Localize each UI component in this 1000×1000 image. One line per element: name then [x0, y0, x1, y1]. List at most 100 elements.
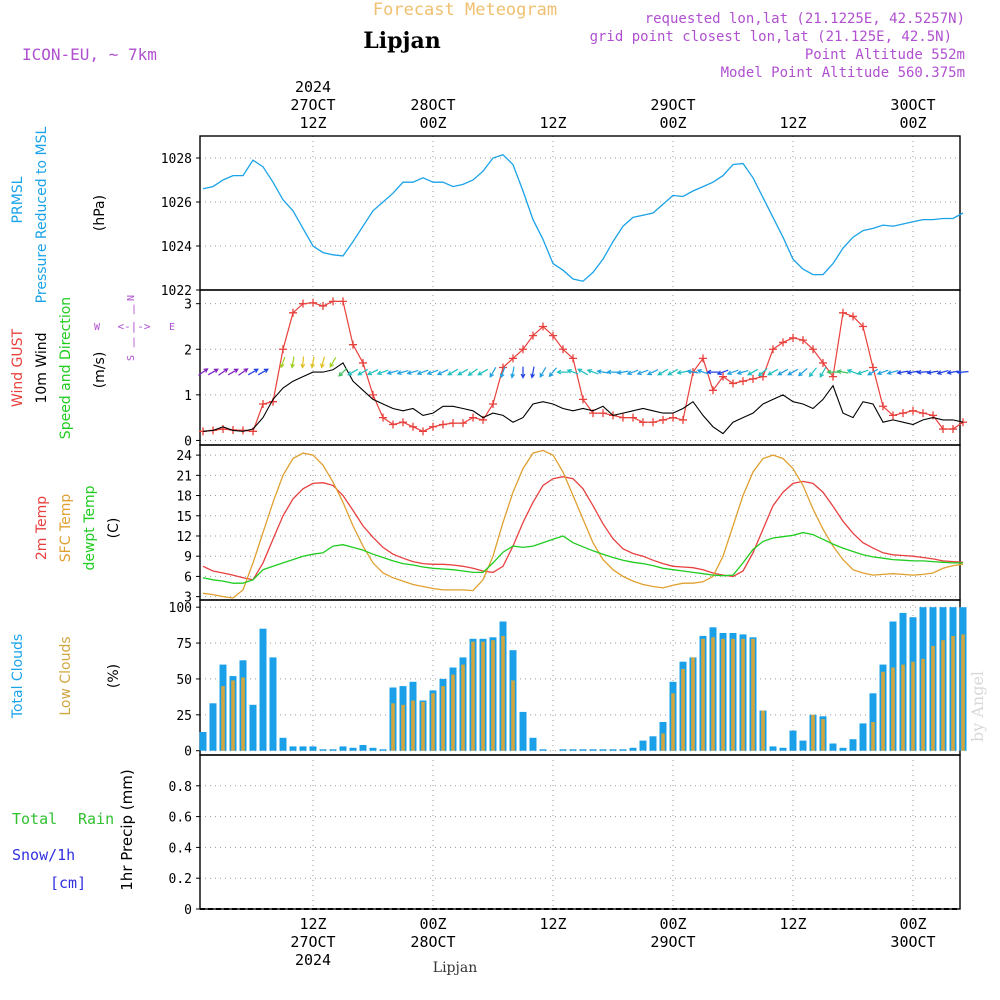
wind-direction-arrow — [357, 368, 369, 376]
prmsl-label: PRMSL — [10, 176, 26, 223]
total-cloud-bar — [199, 732, 207, 751]
time-label-top: 12Z — [539, 114, 566, 132]
wind-gust-marker — [759, 372, 767, 381]
wind-gust-marker — [939, 425, 947, 434]
wind-direction-arrow — [777, 368, 789, 376]
wind-direction-arrow — [886, 370, 899, 375]
model-altitude: Model Point Altitude 560.375m — [721, 65, 965, 81]
y-tick-label: 0 — [184, 434, 192, 449]
low-cloud-bar — [221, 686, 225, 751]
wind-direction-arrow — [846, 369, 859, 375]
low-cloud-bar — [811, 714, 815, 751]
wind-direction-arrow — [667, 368, 679, 376]
wind-direction-arrow — [676, 370, 689, 375]
total-cloud-bar — [609, 749, 617, 751]
low-cloud-bar — [891, 667, 895, 751]
total-cloud-bar — [339, 746, 347, 751]
wind-direction-arrow — [477, 368, 489, 376]
total-cloud-bar — [839, 747, 847, 751]
y-tick-label: 1024 — [161, 240, 192, 255]
low-cloud-bar — [401, 704, 405, 751]
low-cloud-bar — [941, 640, 945, 751]
low-cloud-bar — [241, 677, 245, 751]
compass-bar-bottom: | — [131, 337, 137, 348]
low-cloud-bar — [751, 638, 755, 751]
total-cloud-bar — [379, 749, 387, 751]
panel-frame — [199, 599, 961, 756]
wind-direction-arrow — [626, 369, 639, 376]
total-cloud-bar — [369, 747, 377, 751]
wind-gust-marker — [879, 402, 887, 411]
wind-10m-label: 10m Wind — [34, 332, 50, 403]
wind-gust-marker — [959, 418, 967, 427]
low-cloud-bar — [461, 664, 465, 751]
total-cloud-bar — [779, 747, 787, 751]
clouds-unit: (%) — [106, 664, 122, 688]
wind-direction-arrow — [856, 369, 869, 376]
wind-direction-arrow — [797, 368, 808, 377]
low-clouds-label: Low Clouds — [58, 636, 74, 715]
wind-direction-arrow — [338, 367, 348, 377]
y-tick-label: 75 — [176, 637, 192, 652]
wind-gust-marker — [949, 425, 957, 434]
wind-direction-arrow — [366, 369, 379, 376]
wind-gust-marker — [519, 345, 527, 354]
wind-direction-arrow — [207, 368, 219, 376]
wind-10m-line — [202, 362, 964, 435]
y-tick-label: 1 — [184, 389, 192, 404]
low-cloud-bar — [761, 710, 765, 751]
wind-direction-arrow — [520, 366, 526, 379]
panel-frame — [199, 135, 961, 291]
wind-direction-arrow — [247, 368, 259, 376]
wind-gust-marker — [799, 336, 807, 345]
time-label-top: 29OCT — [650, 96, 695, 114]
y-tick-label: 1026 — [161, 196, 192, 211]
wind-direction-arrow — [616, 370, 629, 375]
dewpt-line — [202, 531, 963, 584]
wind-direction-arrow — [936, 370, 949, 375]
wind-direction-arrow — [499, 366, 506, 379]
time-label-bottom: 29OCT — [650, 933, 695, 951]
time-label-bottom: 28OCT — [410, 933, 455, 951]
total-cloud-bar — [329, 749, 337, 751]
wind-unit: (m/s) — [92, 352, 108, 389]
wind-direction-arrow — [300, 356, 306, 369]
wind-gust-marker — [559, 345, 567, 354]
low-cloud-bar — [701, 638, 705, 751]
total-cloud-bar — [209, 703, 217, 751]
wind-gust-marker — [619, 413, 627, 422]
time-label-bottom: 2024 — [295, 951, 331, 969]
wind-gust-marker — [409, 422, 417, 431]
wind-gust-marker — [569, 354, 577, 363]
low-cloud-bar — [501, 635, 505, 751]
total-cloud-bar — [249, 704, 257, 751]
wind-gust-marker — [699, 354, 707, 363]
wind-direction-arrow — [510, 366, 515, 379]
wind-direction-arrow — [946, 370, 959, 375]
model-label: ICON-EU, ~ 7km — [22, 45, 157, 64]
wind-direction-arrow — [767, 368, 779, 376]
wind-direction-arrow — [696, 369, 709, 375]
wind-gust-marker — [709, 386, 717, 395]
wind-gust-line — [202, 300, 964, 432]
wind-gust-marker — [739, 377, 747, 386]
wind-gust-marker — [279, 345, 287, 354]
wind-gust-marker — [749, 374, 757, 383]
time-label-bottom: 00Z — [419, 915, 446, 933]
y-tick-label: 18 — [176, 490, 192, 505]
total-cloud-bar — [559, 749, 567, 751]
total-cloud-bar — [769, 746, 777, 751]
temp-sfc-line — [202, 449, 964, 599]
wind-gust-marker — [649, 418, 657, 427]
y-tick-label: 0.4 — [169, 841, 193, 856]
total-cloud-bar — [829, 743, 837, 751]
low-cloud-bar — [711, 637, 715, 751]
y-tick-label: 3 — [184, 591, 192, 606]
wind-gust-marker — [889, 411, 897, 420]
wind-direction-arrow — [636, 369, 649, 376]
wind-gust-marker — [429, 422, 437, 431]
y-tick-label: 50 — [176, 673, 192, 688]
wind-direction-arrow — [876, 369, 889, 376]
wind-direction-arrow — [819, 366, 827, 378]
